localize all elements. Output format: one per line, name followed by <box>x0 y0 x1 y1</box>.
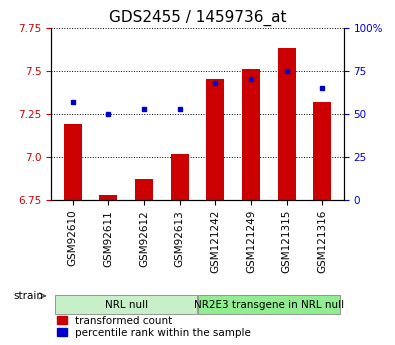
Bar <box>198 295 340 314</box>
Bar <box>55 295 198 314</box>
Bar <box>242 69 260 200</box>
Bar <box>64 124 82 200</box>
Legend: transformed count, percentile rank within the sample: transformed count, percentile rank withi… <box>56 316 251 338</box>
Bar <box>135 179 153 200</box>
Bar <box>207 79 224 200</box>
Text: NRL null: NRL null <box>105 300 148 310</box>
Bar <box>100 195 117 200</box>
Bar <box>171 154 188 200</box>
Text: NR2E3 transgene in NRL null: NR2E3 transgene in NRL null <box>194 300 344 310</box>
Text: strain: strain <box>13 291 43 301</box>
Bar <box>278 48 295 200</box>
Bar <box>313 102 331 200</box>
Title: GDS2455 / 1459736_at: GDS2455 / 1459736_at <box>109 10 286 26</box>
